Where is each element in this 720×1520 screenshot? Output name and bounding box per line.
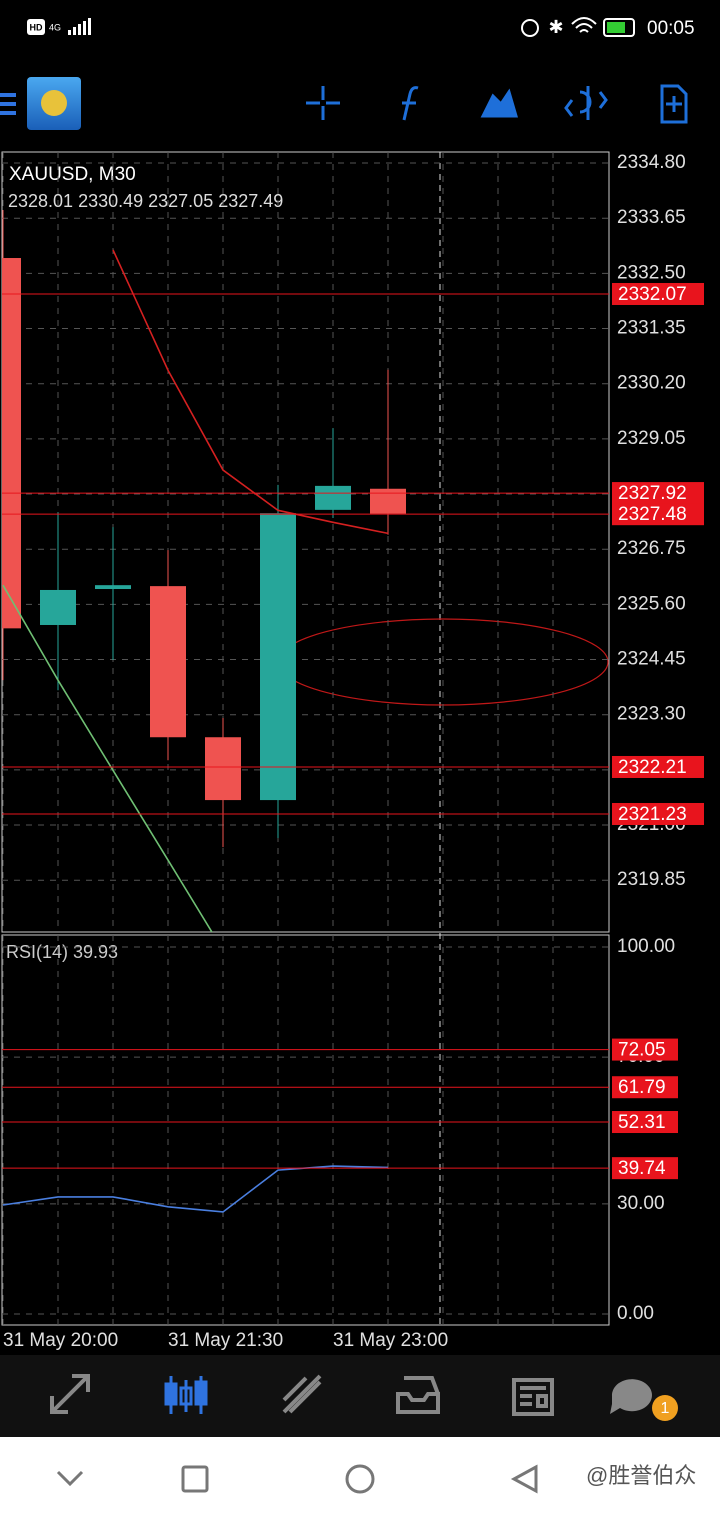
indicators-button[interactable]	[402, 86, 419, 121]
rsi-line	[2, 1165, 389, 1213]
watermark: @胜誉伯众	[586, 1463, 696, 1488]
ohlc-label: 2328.01 2330.49 2327.05 2327.49	[8, 191, 283, 211]
chat-badge-count: 1	[661, 1400, 670, 1417]
y-tick-label: 2333.65	[617, 207, 686, 228]
level-label-box	[612, 1111, 678, 1134]
chat-badge	[652, 1395, 678, 1421]
level-label: 2322.21	[618, 757, 687, 778]
wifi-icon	[571, 17, 597, 33]
signal-icon	[68, 18, 91, 35]
level-label-box	[612, 482, 704, 505]
menu-button[interactable]	[0, 93, 16, 115]
level-label: 2332.07	[618, 284, 687, 305]
level-label-box	[612, 1076, 678, 1099]
level-label: 61.79	[618, 1077, 666, 1098]
candle-body	[260, 513, 296, 801]
rsi-title: RSI(14) 39.93	[6, 942, 118, 962]
rsi-pane	[1, 934, 610, 1326]
y-tick-label: 2319.85	[617, 869, 686, 890]
history-tab[interactable]	[396, 1376, 440, 1414]
candle-body	[2, 258, 21, 629]
news-tab[interactable]	[512, 1378, 554, 1416]
level-label-box	[612, 802, 704, 825]
y-tick-label: 2323.30	[617, 704, 686, 725]
system-nav	[0, 1437, 720, 1520]
y-tick-label: 2330.20	[617, 373, 686, 394]
level-label: 2327.92	[618, 483, 687, 504]
nav-hide[interactable]	[56, 1470, 84, 1487]
y-tick-label: 2334.80	[617, 152, 686, 173]
chart-title: XAUUSD, M30	[9, 164, 136, 185]
rsi-plot	[2, 935, 609, 1325]
hd-badge	[27, 19, 45, 35]
x-tick-label: 31 May 20:00	[3, 1330, 118, 1351]
app-logo-mark	[41, 90, 67, 116]
level-label-box	[612, 755, 704, 778]
y-tick-label: 30.00	[617, 1193, 665, 1214]
level-label: 2321.23	[618, 804, 687, 825]
moving-average	[112, 249, 389, 535]
candle-body	[150, 586, 186, 738]
level-label-box	[612, 1157, 678, 1180]
main-plot	[2, 152, 609, 932]
bluetooth-icon: ✱	[548, 17, 563, 37]
nav-recents[interactable]	[181, 1465, 209, 1493]
y-tick-label: 2329.05	[617, 428, 686, 449]
level-label-box	[612, 503, 704, 526]
level-label: 72.05	[618, 1040, 666, 1061]
hd-label: HD	[30, 22, 43, 32]
candle-body	[315, 485, 351, 510]
y-tick-label: 0.00	[617, 1303, 654, 1324]
y-tick-label: 2325.60	[617, 593, 686, 614]
candle-body	[370, 488, 406, 514]
trade-tab[interactable]	[282, 1374, 322, 1414]
level-label-box	[612, 282, 704, 305]
y-tick-label: 2331.35	[617, 318, 686, 339]
nav-home[interactable]	[345, 1464, 375, 1494]
battery-level	[607, 22, 625, 33]
chart-tab[interactable]	[164, 1376, 208, 1414]
new-order-button[interactable]	[660, 84, 688, 124]
level-label: 2327.48	[618, 504, 687, 525]
moving-average	[2, 584, 213, 932]
candle-body	[95, 585, 131, 590]
y-tick-label: 2332.50	[617, 262, 686, 283]
clock: 00:05	[647, 18, 695, 39]
battery-icon	[603, 18, 635, 37]
quotes-tab[interactable]	[50, 1374, 90, 1414]
candle-body	[205, 737, 241, 801]
candle-body	[40, 589, 76, 625]
y-tick-label: 2324.45	[617, 649, 686, 670]
main-pane	[1, 151, 610, 933]
crosshair-button[interactable]	[306, 86, 340, 120]
level-label: 39.74	[618, 1158, 666, 1179]
y-tick-label: 2326.75	[617, 538, 686, 559]
objects-button[interactable]	[480, 88, 518, 118]
nav-back[interactable]	[510, 1464, 538, 1494]
level-label-box	[612, 1038, 678, 1061]
x-tick-label: 31 May 21:30	[168, 1330, 283, 1351]
network-label: 4G	[49, 22, 61, 32]
bottom-nav	[0, 1355, 720, 1437]
x-tick-label: 31 May 23:00	[333, 1330, 448, 1351]
y-tick-label: 100.00	[617, 936, 675, 957]
trade-button[interactable]	[564, 86, 608, 120]
chat-tab[interactable]	[610, 1379, 652, 1414]
status-icon	[521, 19, 539, 37]
level-label: 52.31	[618, 1112, 666, 1133]
